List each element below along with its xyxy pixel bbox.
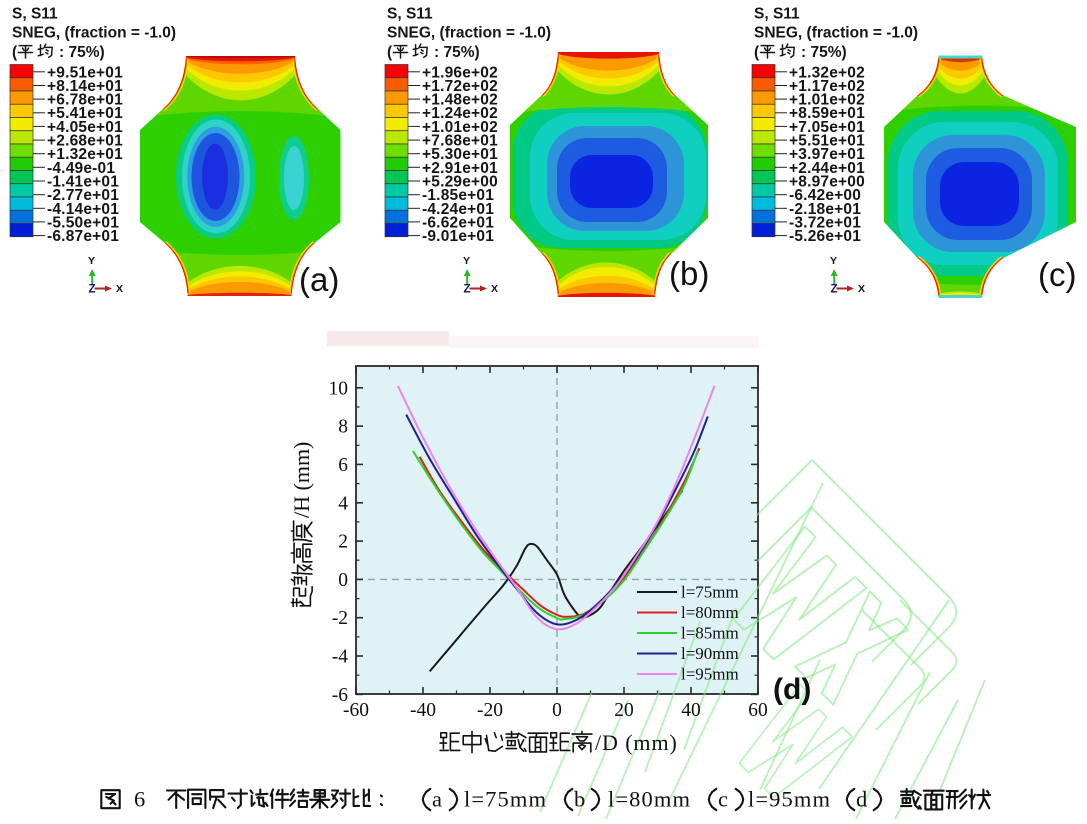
svg-text:-6.62e+01: -6.62e+01 [422,214,494,231]
svg-text:+2.68e+01: +2.68e+01 [47,133,123,150]
svg-text:Y: Y [830,255,837,267]
svg-text:+1.01e+02: +1.01e+02 [789,92,865,109]
svg-text:-6.42e+00: -6.42e+00 [789,187,861,204]
svg-text:l=80mm: l=80mm [681,603,739,622]
svg-text:(c): (c) [1038,256,1076,293]
svg-text:+2.91e+01: +2.91e+01 [422,160,498,177]
svg-text:2: 2 [338,532,348,553]
svg-text:20: 20 [614,700,634,721]
svg-text:S, S11: S, S11 [754,6,800,23]
svg-text:-5.50e+01: -5.50e+01 [47,214,119,231]
svg-text:+7.68e+01: +7.68e+01 [422,133,498,150]
svg-text:l=95mm: l=95mm [681,665,739,684]
svg-text:6: 6 [134,787,146,812]
svg-text:-4.14e+01: -4.14e+01 [47,201,119,218]
svg-text:-9.01e+01: -9.01e+01 [422,228,494,245]
svg-text:S, S11: S, S11 [12,6,58,23]
svg-text:-60: -60 [343,700,369,721]
svg-text:/H (mm): /H (mm) [289,442,314,518]
svg-text:+5.41e+01: +5.41e+01 [47,105,123,122]
svg-text:a: a [432,787,443,812]
svg-text:-2: -2 [332,608,348,629]
svg-text:(: ( [754,44,760,61]
svg-text:+1.17e+02: +1.17e+02 [789,78,865,95]
svg-text:+5.30e+01: +5.30e+01 [422,146,498,163]
svg-text:X: X [491,283,498,295]
svg-text:(a): (a) [299,261,339,298]
svg-text:6: 6 [338,455,348,476]
svg-text:+8.14e+01: +8.14e+01 [47,78,123,95]
svg-text:Z: Z [464,284,471,296]
svg-text:8: 8 [338,417,348,438]
svg-text:+5.29e+00: +5.29e+00 [422,174,498,191]
svg-text:60: 60 [748,700,768,721]
svg-text:X: X [116,283,123,295]
svg-text:-3.72e+01: -3.72e+01 [789,214,861,231]
svg-text:: 75%): : 75%) [434,44,480,61]
svg-text:+8.59e+01: +8.59e+01 [789,105,865,122]
svg-text:10: 10 [329,378,349,399]
svg-text:d: d [856,787,868,812]
svg-text:0: 0 [552,700,562,721]
svg-text:SNEG, (fraction = -1.0): SNEG, (fraction = -1.0) [12,25,176,42]
svg-text:-2.18e+01: -2.18e+01 [789,201,861,218]
svg-text:-6: -6 [332,685,348,706]
svg-text:/D (mm): /D (mm) [595,730,678,755]
svg-text:Z: Z [89,284,96,296]
svg-text:(b): (b) [669,255,709,292]
svg-text:S, S11: S, S11 [387,6,433,23]
svg-text:+3.97e+01: +3.97e+01 [789,146,865,163]
svg-text:c: c [718,787,729,812]
svg-text:+9.51e+01: +9.51e+01 [47,64,123,81]
svg-text:-20: -20 [477,700,503,721]
svg-text:+6.78e+01: +6.78e+01 [47,92,123,109]
svg-text:+8.97e+00: +8.97e+00 [789,174,865,191]
svg-text:b: b [574,787,586,812]
svg-text:4: 4 [338,493,348,514]
svg-text:-4.24e+01: -4.24e+01 [422,201,494,218]
svg-text:40: 40 [681,700,701,721]
svg-text:l=95mm: l=95mm [748,787,831,812]
svg-text:l=90mm: l=90mm [681,644,739,663]
svg-text:(: ( [387,44,393,61]
svg-text:+1.96e+02: +1.96e+02 [422,64,498,81]
svg-text:-4.49e-01: -4.49e-01 [47,160,115,177]
svg-text:-1.85e+01: -1.85e+01 [422,187,494,204]
svg-text:+2.44e+01: +2.44e+01 [789,160,865,177]
svg-text:-2.77e+01: -2.77e+01 [47,187,119,204]
svg-text:+1.32e+01: +1.32e+01 [47,146,123,163]
svg-text:Y: Y [88,255,95,267]
svg-text:l=75mm: l=75mm [464,787,547,812]
svg-text:-4: -4 [332,647,348,668]
svg-text:+1.01e+02: +1.01e+02 [422,119,498,136]
svg-text:-1.41e+01: -1.41e+01 [47,174,119,191]
svg-text:+1.48e+02: +1.48e+02 [422,92,498,109]
svg-text:: 75%): : 75%) [59,44,105,61]
svg-text:Y: Y [463,255,470,267]
svg-text:+7.05e+01: +7.05e+01 [789,119,865,136]
svg-text:X: X [858,283,865,295]
svg-text:SNEG, (fraction = -1.0): SNEG, (fraction = -1.0) [754,25,918,42]
svg-text:(: ( [12,44,18,61]
svg-text:+1.72e+02: +1.72e+02 [422,78,498,95]
svg-text:+4.05e+01: +4.05e+01 [47,119,123,136]
svg-text:-40: -40 [410,700,436,721]
svg-text:+1.32e+02: +1.32e+02 [789,64,865,81]
svg-text:SNEG, (fraction = -1.0): SNEG, (fraction = -1.0) [387,25,551,42]
svg-text:l=75mm: l=75mm [681,583,739,602]
svg-text:(d): (d) [773,673,811,706]
svg-text:: 75%): : 75%) [801,44,847,61]
svg-text:-5.26e+01: -5.26e+01 [789,228,861,245]
svg-text:0: 0 [338,570,348,591]
svg-text:-6.87e+01: -6.87e+01 [47,228,119,245]
svg-text:Z: Z [831,284,838,296]
svg-text:+5.51e+01: +5.51e+01 [789,133,865,150]
svg-text:l=85mm: l=85mm [681,624,739,643]
svg-text:+1.24e+02: +1.24e+02 [422,105,498,122]
svg-text:l=80mm: l=80mm [608,787,691,812]
